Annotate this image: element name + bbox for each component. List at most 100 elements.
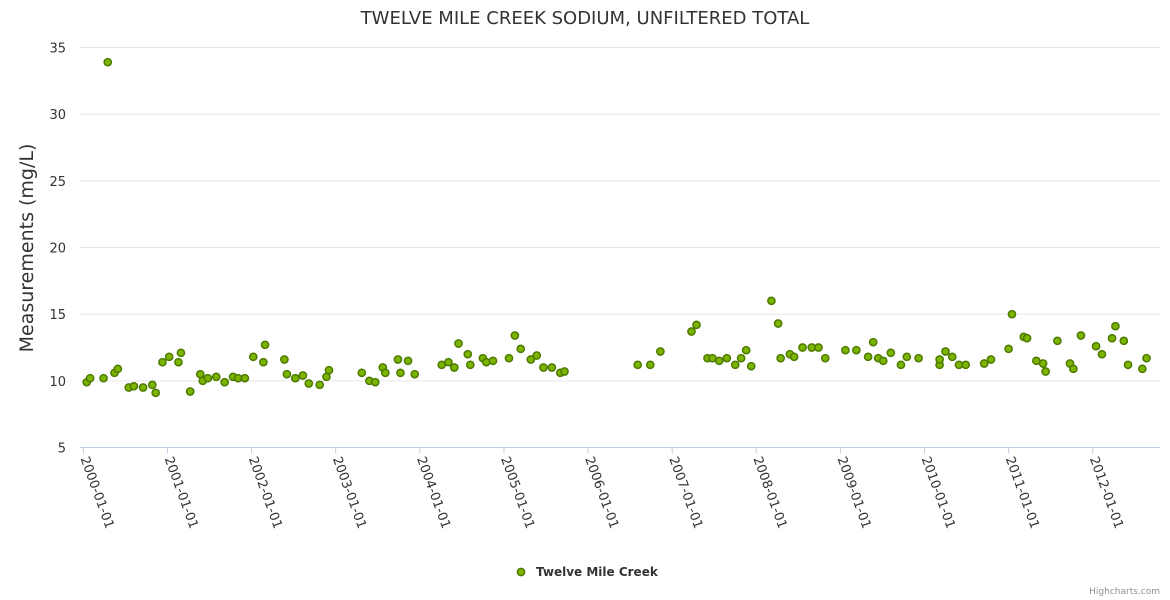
credits-link[interactable]: Highcharts.com <box>1089 587 1160 597</box>
data-point[interactable] <box>961 360 971 370</box>
data-point[interactable] <box>103 57 113 67</box>
data-point[interactable] <box>280 355 289 364</box>
data-point[interactable] <box>1004 344 1013 354</box>
data-point[interactable] <box>1111 321 1120 331</box>
data-point[interactable] <box>645 360 655 370</box>
data-point[interactable] <box>532 351 542 360</box>
data-point[interactable] <box>403 356 413 366</box>
data-point[interactable] <box>656 347 665 356</box>
data-point[interactable] <box>481 357 491 367</box>
data-point[interactable] <box>248 352 258 362</box>
data-point[interactable] <box>986 355 996 364</box>
data-point[interactable] <box>298 371 308 380</box>
data-point[interactable] <box>560 367 569 376</box>
data-point[interactable] <box>767 296 776 306</box>
data-point[interactable] <box>814 343 823 352</box>
data-point[interactable] <box>282 369 292 379</box>
data-point[interactable] <box>730 360 740 370</box>
data-point[interactable] <box>1123 360 1133 370</box>
data-point[interactable] <box>902 352 912 362</box>
data-point[interactable] <box>914 353 923 363</box>
data-point[interactable] <box>935 355 944 364</box>
data-point[interactable] <box>203 373 213 383</box>
data-point[interactable] <box>176 348 186 358</box>
data-point[interactable] <box>736 353 746 363</box>
data-point[interactable] <box>147 380 157 390</box>
data-point[interactable] <box>99 373 108 383</box>
data-point[interactable] <box>886 348 896 358</box>
data-point[interactable] <box>357 368 367 378</box>
data-point[interactable] <box>746 361 756 371</box>
data-point[interactable] <box>164 352 174 362</box>
data-point[interactable] <box>1097 349 1107 359</box>
data-point[interactable] <box>260 340 270 350</box>
data-point[interactable] <box>863 352 873 362</box>
data-point[interactable] <box>1041 367 1050 376</box>
data-point[interactable] <box>687 327 696 336</box>
data-point[interactable] <box>290 373 300 383</box>
data-point[interactable] <box>868 337 878 347</box>
data-point[interactable] <box>185 387 195 396</box>
data-point[interactable] <box>240 373 250 383</box>
data-point[interactable] <box>510 331 520 340</box>
data-point[interactable] <box>1142 353 1151 363</box>
data-point[interactable] <box>776 353 786 363</box>
data-point[interactable] <box>773 319 783 328</box>
data-point[interactable] <box>463 349 473 359</box>
data-point[interactable] <box>741 345 751 355</box>
data-point[interactable] <box>1007 309 1017 319</box>
data-point[interactable] <box>692 320 701 330</box>
data-point[interactable] <box>444 357 453 367</box>
data-point[interactable] <box>393 355 403 364</box>
data-point[interactable] <box>211 372 221 382</box>
legend[interactable]: Twelve Mile Creek <box>516 565 659 579</box>
data-point[interactable] <box>1022 333 1032 343</box>
data-point[interactable] <box>722 353 732 363</box>
data-point[interactable] <box>1053 336 1062 346</box>
data-point[interactable] <box>324 365 334 375</box>
data-point[interactable] <box>465 360 475 370</box>
data-point[interactable] <box>1107 333 1117 343</box>
data-point[interactable] <box>896 360 906 370</box>
data-point[interactable] <box>852 345 861 355</box>
data-point[interactable] <box>516 344 526 354</box>
data-point[interactable] <box>947 352 957 362</box>
data-point[interactable] <box>798 343 807 352</box>
data-point[interactable] <box>151 388 161 398</box>
data-point[interactable] <box>113 364 123 374</box>
data-point[interactable] <box>1091 341 1101 351</box>
data-point[interactable] <box>174 357 183 367</box>
data-point[interactable] <box>304 379 314 388</box>
data-point[interactable] <box>841 345 850 355</box>
data-point[interactable] <box>410 369 420 379</box>
data-point[interactable] <box>714 356 724 366</box>
data-point[interactable] <box>504 353 514 363</box>
data-point[interactable] <box>488 356 498 366</box>
data-point[interactable] <box>979 359 989 368</box>
data-point[interactable] <box>396 368 405 378</box>
data-point[interactable] <box>449 363 459 372</box>
data-point[interactable] <box>526 355 536 364</box>
data-point[interactable] <box>158 357 167 367</box>
data-point[interactable] <box>941 347 950 356</box>
data-point[interactable] <box>547 363 557 372</box>
data-point[interactable] <box>633 360 643 370</box>
data-point[interactable] <box>85 373 95 383</box>
data-point[interactable] <box>454 339 463 348</box>
data-point[interactable] <box>138 383 148 392</box>
data-point[interactable] <box>878 356 888 366</box>
data-point[interactable] <box>1119 336 1129 346</box>
data-point[interactable] <box>129 381 139 391</box>
data-point[interactable] <box>370 377 380 387</box>
data-point[interactable] <box>315 380 325 390</box>
data-point[interactable] <box>539 363 548 372</box>
data-point[interactable] <box>1038 359 1048 368</box>
data-point[interactable] <box>1076 331 1086 340</box>
data-point[interactable] <box>820 353 830 363</box>
data-point[interactable] <box>1069 364 1078 374</box>
legend-item-label[interactable]: Twelve Mile Creek <box>536 565 659 579</box>
data-point[interactable] <box>220 377 230 387</box>
data-point[interactable] <box>259 357 268 367</box>
data-point[interactable] <box>380 368 390 378</box>
data-point[interactable] <box>789 352 799 362</box>
